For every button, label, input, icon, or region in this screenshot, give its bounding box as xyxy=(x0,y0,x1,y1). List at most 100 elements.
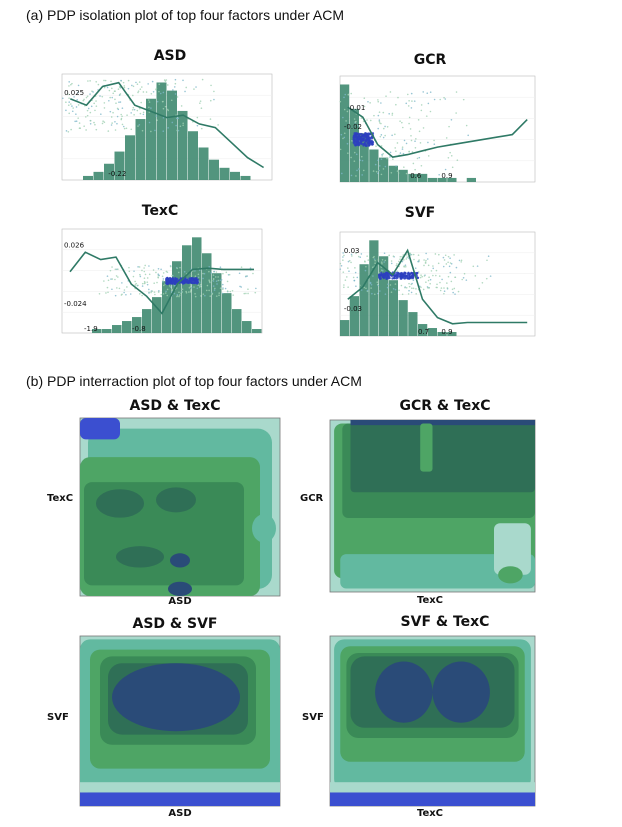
scatter-point xyxy=(453,254,455,256)
scatter-point xyxy=(166,84,169,86)
scatter-point xyxy=(94,123,96,126)
scatter-point xyxy=(87,107,90,110)
histogram-bar xyxy=(427,328,437,336)
scatter-point xyxy=(150,107,152,109)
scatter-point xyxy=(443,259,446,261)
scatter-point xyxy=(173,292,176,295)
scatter-point xyxy=(137,125,139,127)
scatter-point xyxy=(162,130,165,133)
scatter-point xyxy=(210,279,213,282)
scatter-point xyxy=(389,91,392,93)
scatter-point xyxy=(114,120,116,123)
scatter-point xyxy=(489,275,492,277)
scatter-point xyxy=(425,115,428,117)
scatter-point xyxy=(146,277,149,279)
scatter-point xyxy=(395,271,398,275)
scatter-point xyxy=(398,289,400,292)
scatter-point xyxy=(417,271,420,273)
scatter-point xyxy=(67,130,70,133)
ct-gcr-texc-plot xyxy=(329,419,536,593)
scatter-point xyxy=(137,91,139,94)
scatter-point xyxy=(176,294,179,296)
scatter-point xyxy=(481,282,484,284)
scatter-point xyxy=(450,154,453,157)
scatter-point xyxy=(115,275,118,277)
scatter-point xyxy=(353,132,356,135)
scatter-point xyxy=(456,159,459,162)
scatter-point xyxy=(134,284,137,286)
scatter-point xyxy=(185,86,188,89)
scatter-point xyxy=(162,293,165,295)
scatter-point xyxy=(150,130,152,133)
scatter-point xyxy=(114,278,116,281)
scatter-point xyxy=(118,86,121,88)
scatter-point xyxy=(116,115,119,118)
scatter-point xyxy=(380,145,383,147)
section-b-title: (b) PDP interraction plot of top four fa… xyxy=(26,373,362,389)
contour-region xyxy=(432,661,490,723)
scatter-point xyxy=(421,275,424,278)
scatter-point xyxy=(219,287,222,289)
scatter-point xyxy=(396,142,399,144)
scatter-point xyxy=(213,90,215,93)
scatter-point xyxy=(364,261,366,263)
scatter-point xyxy=(350,156,352,159)
scatter-point xyxy=(384,134,386,137)
scatter-point xyxy=(162,281,164,283)
scatter-point xyxy=(368,132,372,136)
scatter-point xyxy=(450,118,453,121)
scatter-point xyxy=(374,262,376,265)
scatter-point xyxy=(199,102,201,104)
scatter-point xyxy=(377,274,381,278)
scatter-point xyxy=(147,83,149,85)
scatter-point xyxy=(419,276,422,279)
histogram-bar xyxy=(379,256,389,336)
scatter-point xyxy=(95,100,97,102)
scatter-point xyxy=(389,156,391,158)
scatter-point xyxy=(384,259,387,262)
scatter-point xyxy=(167,279,170,282)
scatter-point xyxy=(155,87,158,90)
ct-asd-texc-plot xyxy=(79,417,281,597)
scatter-point xyxy=(362,144,365,147)
scatter-point xyxy=(396,263,398,265)
scatter-point xyxy=(403,139,406,142)
scatter-point xyxy=(370,283,373,286)
scatter-point xyxy=(166,276,169,280)
scatter-point xyxy=(238,272,241,275)
scatter-point xyxy=(448,125,450,128)
scatter-point xyxy=(160,293,163,296)
scatter-point xyxy=(460,261,462,263)
histogram-bar xyxy=(188,131,198,180)
scatter-point xyxy=(111,266,113,268)
scatter-point xyxy=(427,287,430,289)
scatter-point xyxy=(373,114,375,117)
scatter-point xyxy=(117,88,120,90)
scatter-point xyxy=(123,127,126,130)
scatter-point xyxy=(356,124,359,127)
scatter-point xyxy=(449,257,451,259)
scatter-point xyxy=(147,288,150,291)
scatter-point xyxy=(218,294,220,297)
scatter-point xyxy=(360,139,364,142)
scatter-point xyxy=(380,122,382,125)
scatter-point xyxy=(343,286,345,289)
scatter-point xyxy=(429,278,432,281)
scatter-point xyxy=(181,291,184,293)
scatter-point xyxy=(360,253,363,255)
scatter-point xyxy=(340,264,343,267)
histogram-bar xyxy=(132,317,142,333)
scatter-point xyxy=(178,291,180,294)
scatter-point xyxy=(173,86,176,88)
scatter-point xyxy=(367,144,371,147)
scatter-point xyxy=(82,99,85,102)
scatter-point xyxy=(402,126,404,129)
scatter-point xyxy=(123,289,126,291)
scatter-point xyxy=(433,139,435,142)
scatter-point xyxy=(217,279,220,282)
scatter-point xyxy=(339,100,342,103)
scatter-point xyxy=(127,87,130,90)
scatter-point xyxy=(148,106,150,109)
scatter-point xyxy=(408,285,411,288)
scatter-point xyxy=(408,122,410,125)
